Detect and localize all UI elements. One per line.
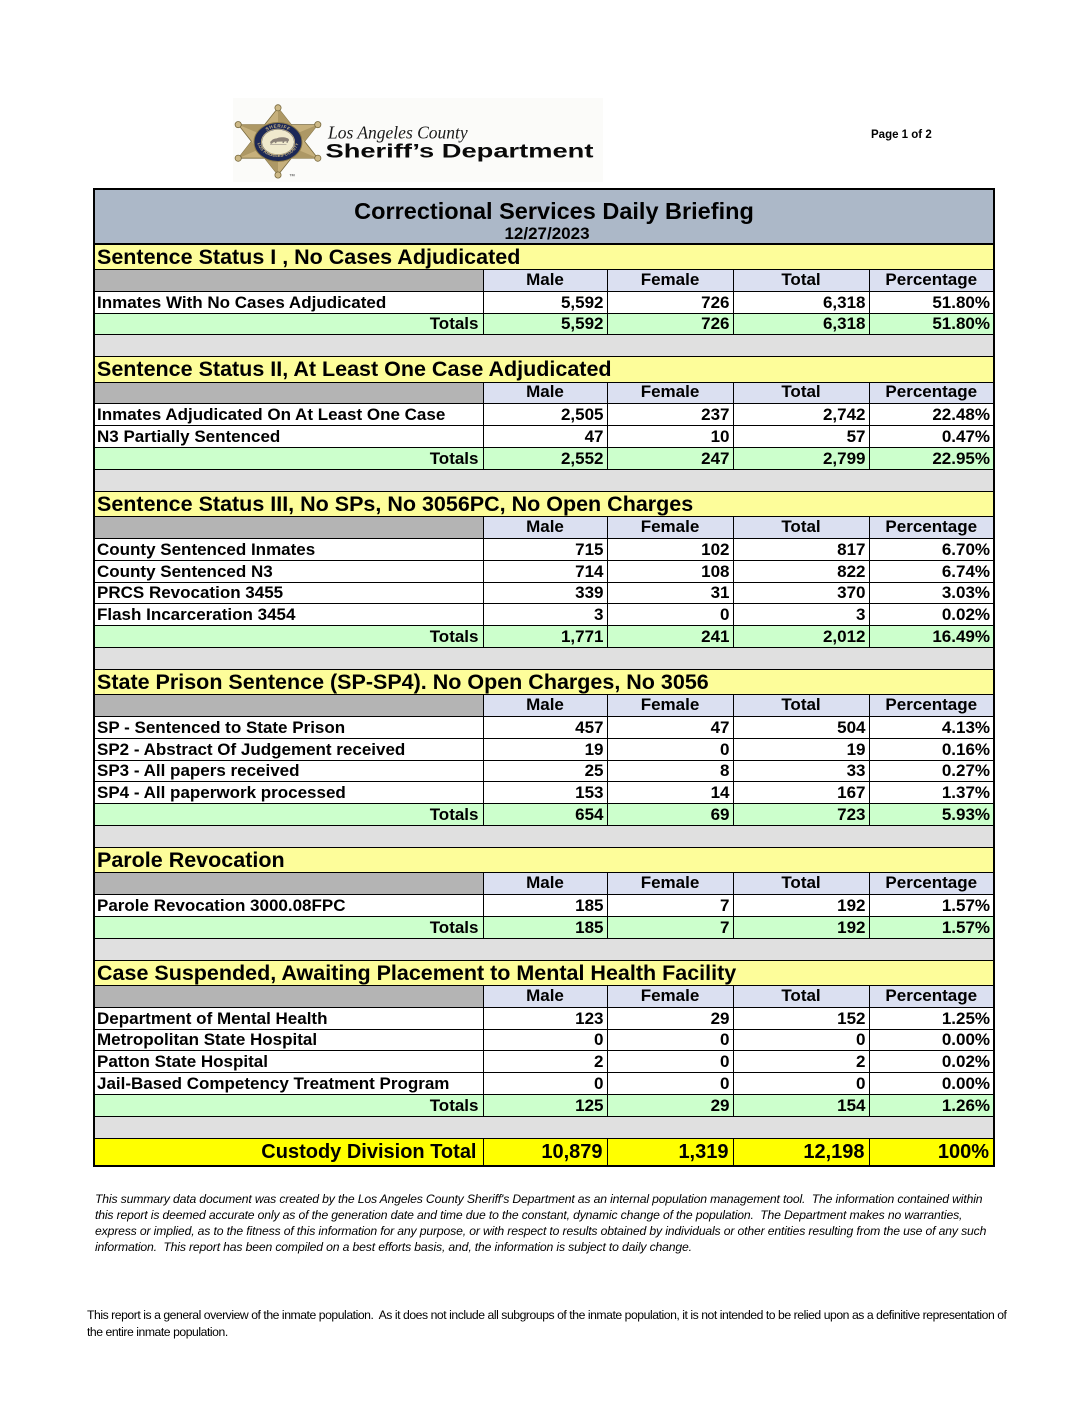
svg-text:™: ™ bbox=[289, 173, 295, 180]
svg-text:SHERIFF: SHERIFF bbox=[265, 123, 292, 131]
svg-text:Sheriff’s Department: Sheriff’s Department bbox=[326, 141, 594, 162]
svg-text:Los Angeles County: Los Angeles County bbox=[327, 123, 468, 143]
